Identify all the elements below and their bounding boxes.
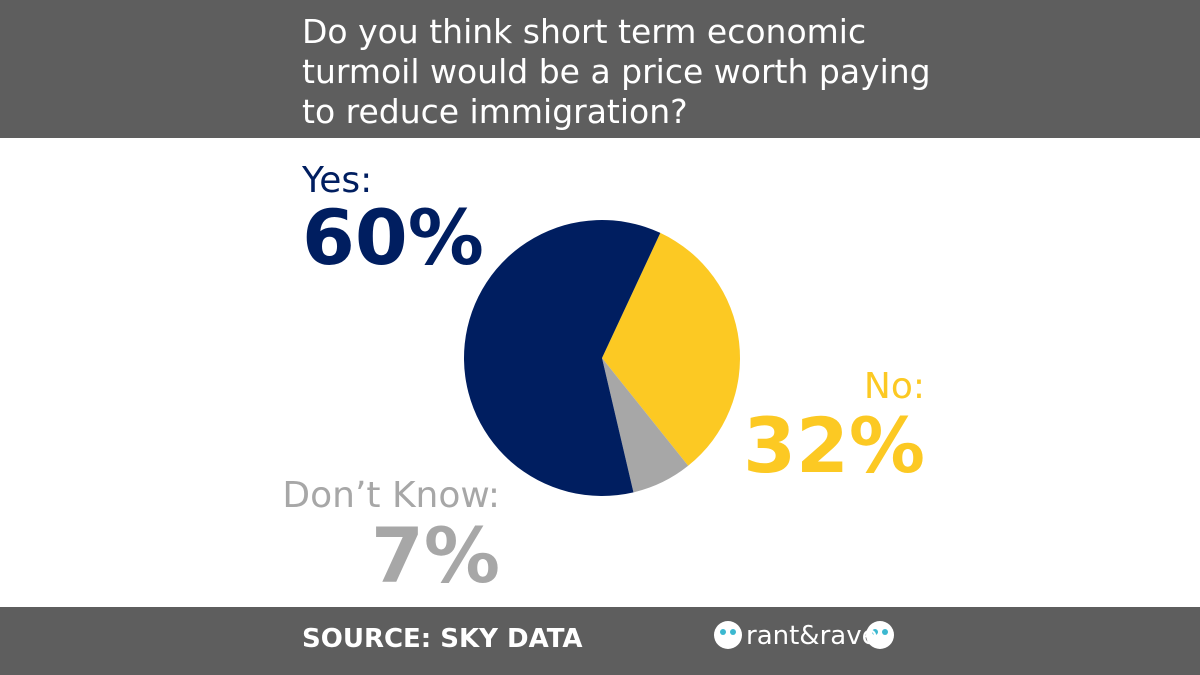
footer-bar: SOURCE: SKY DATA rant&rave [0, 607, 1200, 675]
logo: rant&rave [714, 621, 894, 651]
header-bar: Do you think short term economic turmoil… [0, 0, 1200, 138]
logo-eye [720, 629, 726, 635]
value-label: 32% [743, 401, 925, 490]
chart-title: Do you think short term economic turmoil… [302, 12, 931, 131]
logo-text: rant&rave [746, 621, 878, 651]
value-label: 60% [302, 193, 484, 282]
category-label: Yes: [301, 160, 372, 201]
pie-slice [602, 358, 689, 493]
category-label: No: [864, 366, 925, 407]
logo-face-right [866, 621, 894, 649]
pie-slice [602, 232, 741, 466]
pie-slice [464, 220, 661, 496]
source: SOURCE: SKY DATA [302, 624, 583, 654]
value-label: 7% [371, 511, 500, 600]
logo-eye [882, 629, 888, 635]
logo-eye [730, 629, 736, 635]
category-label: Don’t Know: [282, 475, 500, 516]
logo-face-left [714, 621, 742, 649]
logo-eye [872, 629, 878, 635]
